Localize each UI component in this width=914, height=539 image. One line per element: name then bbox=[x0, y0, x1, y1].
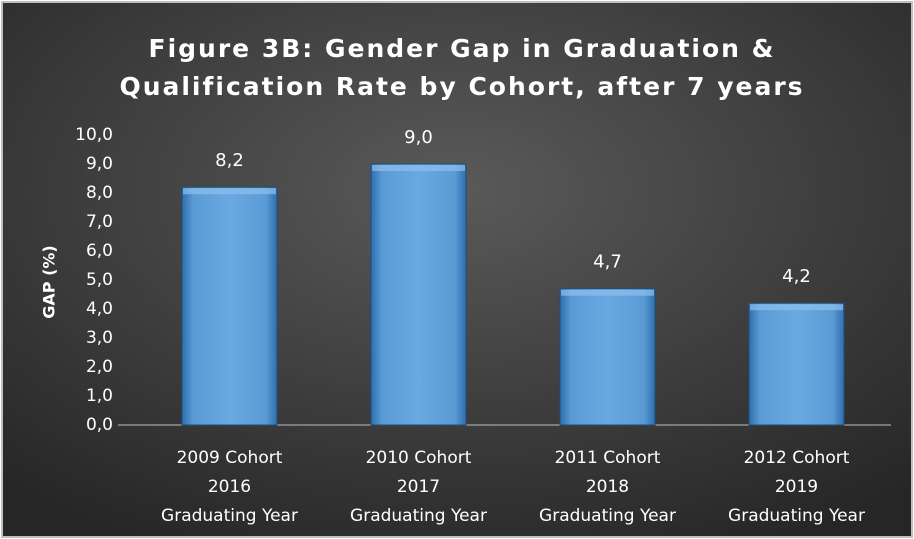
x-tick-label: 2010 Cohort bbox=[366, 448, 472, 468]
x-tick-label: 2019 bbox=[775, 477, 818, 497]
bar bbox=[559, 288, 656, 426]
bar bbox=[748, 302, 845, 426]
y-tick-label: 8,0 bbox=[86, 183, 113, 203]
x-tick-label: 2011 Cohort bbox=[555, 448, 661, 468]
x-tick-label: Graduating Year bbox=[161, 506, 298, 526]
x-tick-label: 2018 bbox=[586, 477, 629, 497]
y-tick-label: 10,0 bbox=[75, 125, 113, 145]
x-tick-label: Graduating Year bbox=[539, 506, 676, 526]
y-tick-label: 7,0 bbox=[86, 212, 113, 232]
y-tick-label: 6,0 bbox=[86, 241, 113, 261]
y-tick-label: 4,0 bbox=[86, 299, 113, 319]
bar bbox=[181, 186, 278, 426]
y-tick-label: 0,0 bbox=[86, 415, 113, 435]
bar-bevel bbox=[750, 304, 843, 311]
bar-bevel bbox=[372, 165, 465, 171]
chart-title: Qualification Rate by Cohort, after 7 ye… bbox=[119, 72, 804, 101]
value-label: 9,0 bbox=[404, 127, 433, 148]
y-tick-label: 1,0 bbox=[86, 386, 113, 406]
y-tick-label: 3,0 bbox=[86, 328, 113, 348]
y-tick-label: 9,0 bbox=[86, 154, 113, 174]
bar-bevel bbox=[561, 289, 654, 296]
bar-bevel bbox=[183, 188, 276, 195]
y-tick-label: 2,0 bbox=[86, 357, 113, 377]
bar bbox=[370, 163, 467, 426]
y-axis-label: GAP (%) bbox=[40, 245, 59, 318]
x-tick-label: Graduating Year bbox=[350, 506, 487, 526]
x-tick-label: Graduating Year bbox=[728, 506, 865, 526]
x-tick-label: 2016 bbox=[208, 477, 251, 497]
value-label: 8,2 bbox=[215, 150, 244, 171]
chart-title: Figure 3B: Gender Gap in Graduation & bbox=[149, 34, 776, 63]
x-tick-label: 2009 Cohort bbox=[177, 448, 283, 468]
value-label: 4,2 bbox=[782, 266, 811, 287]
x-tick-label: 2017 bbox=[397, 477, 440, 497]
x-tick-label: 2012 Cohort bbox=[744, 448, 850, 468]
value-label: 4,7 bbox=[593, 252, 622, 273]
y-tick-label: 5,0 bbox=[86, 270, 113, 290]
